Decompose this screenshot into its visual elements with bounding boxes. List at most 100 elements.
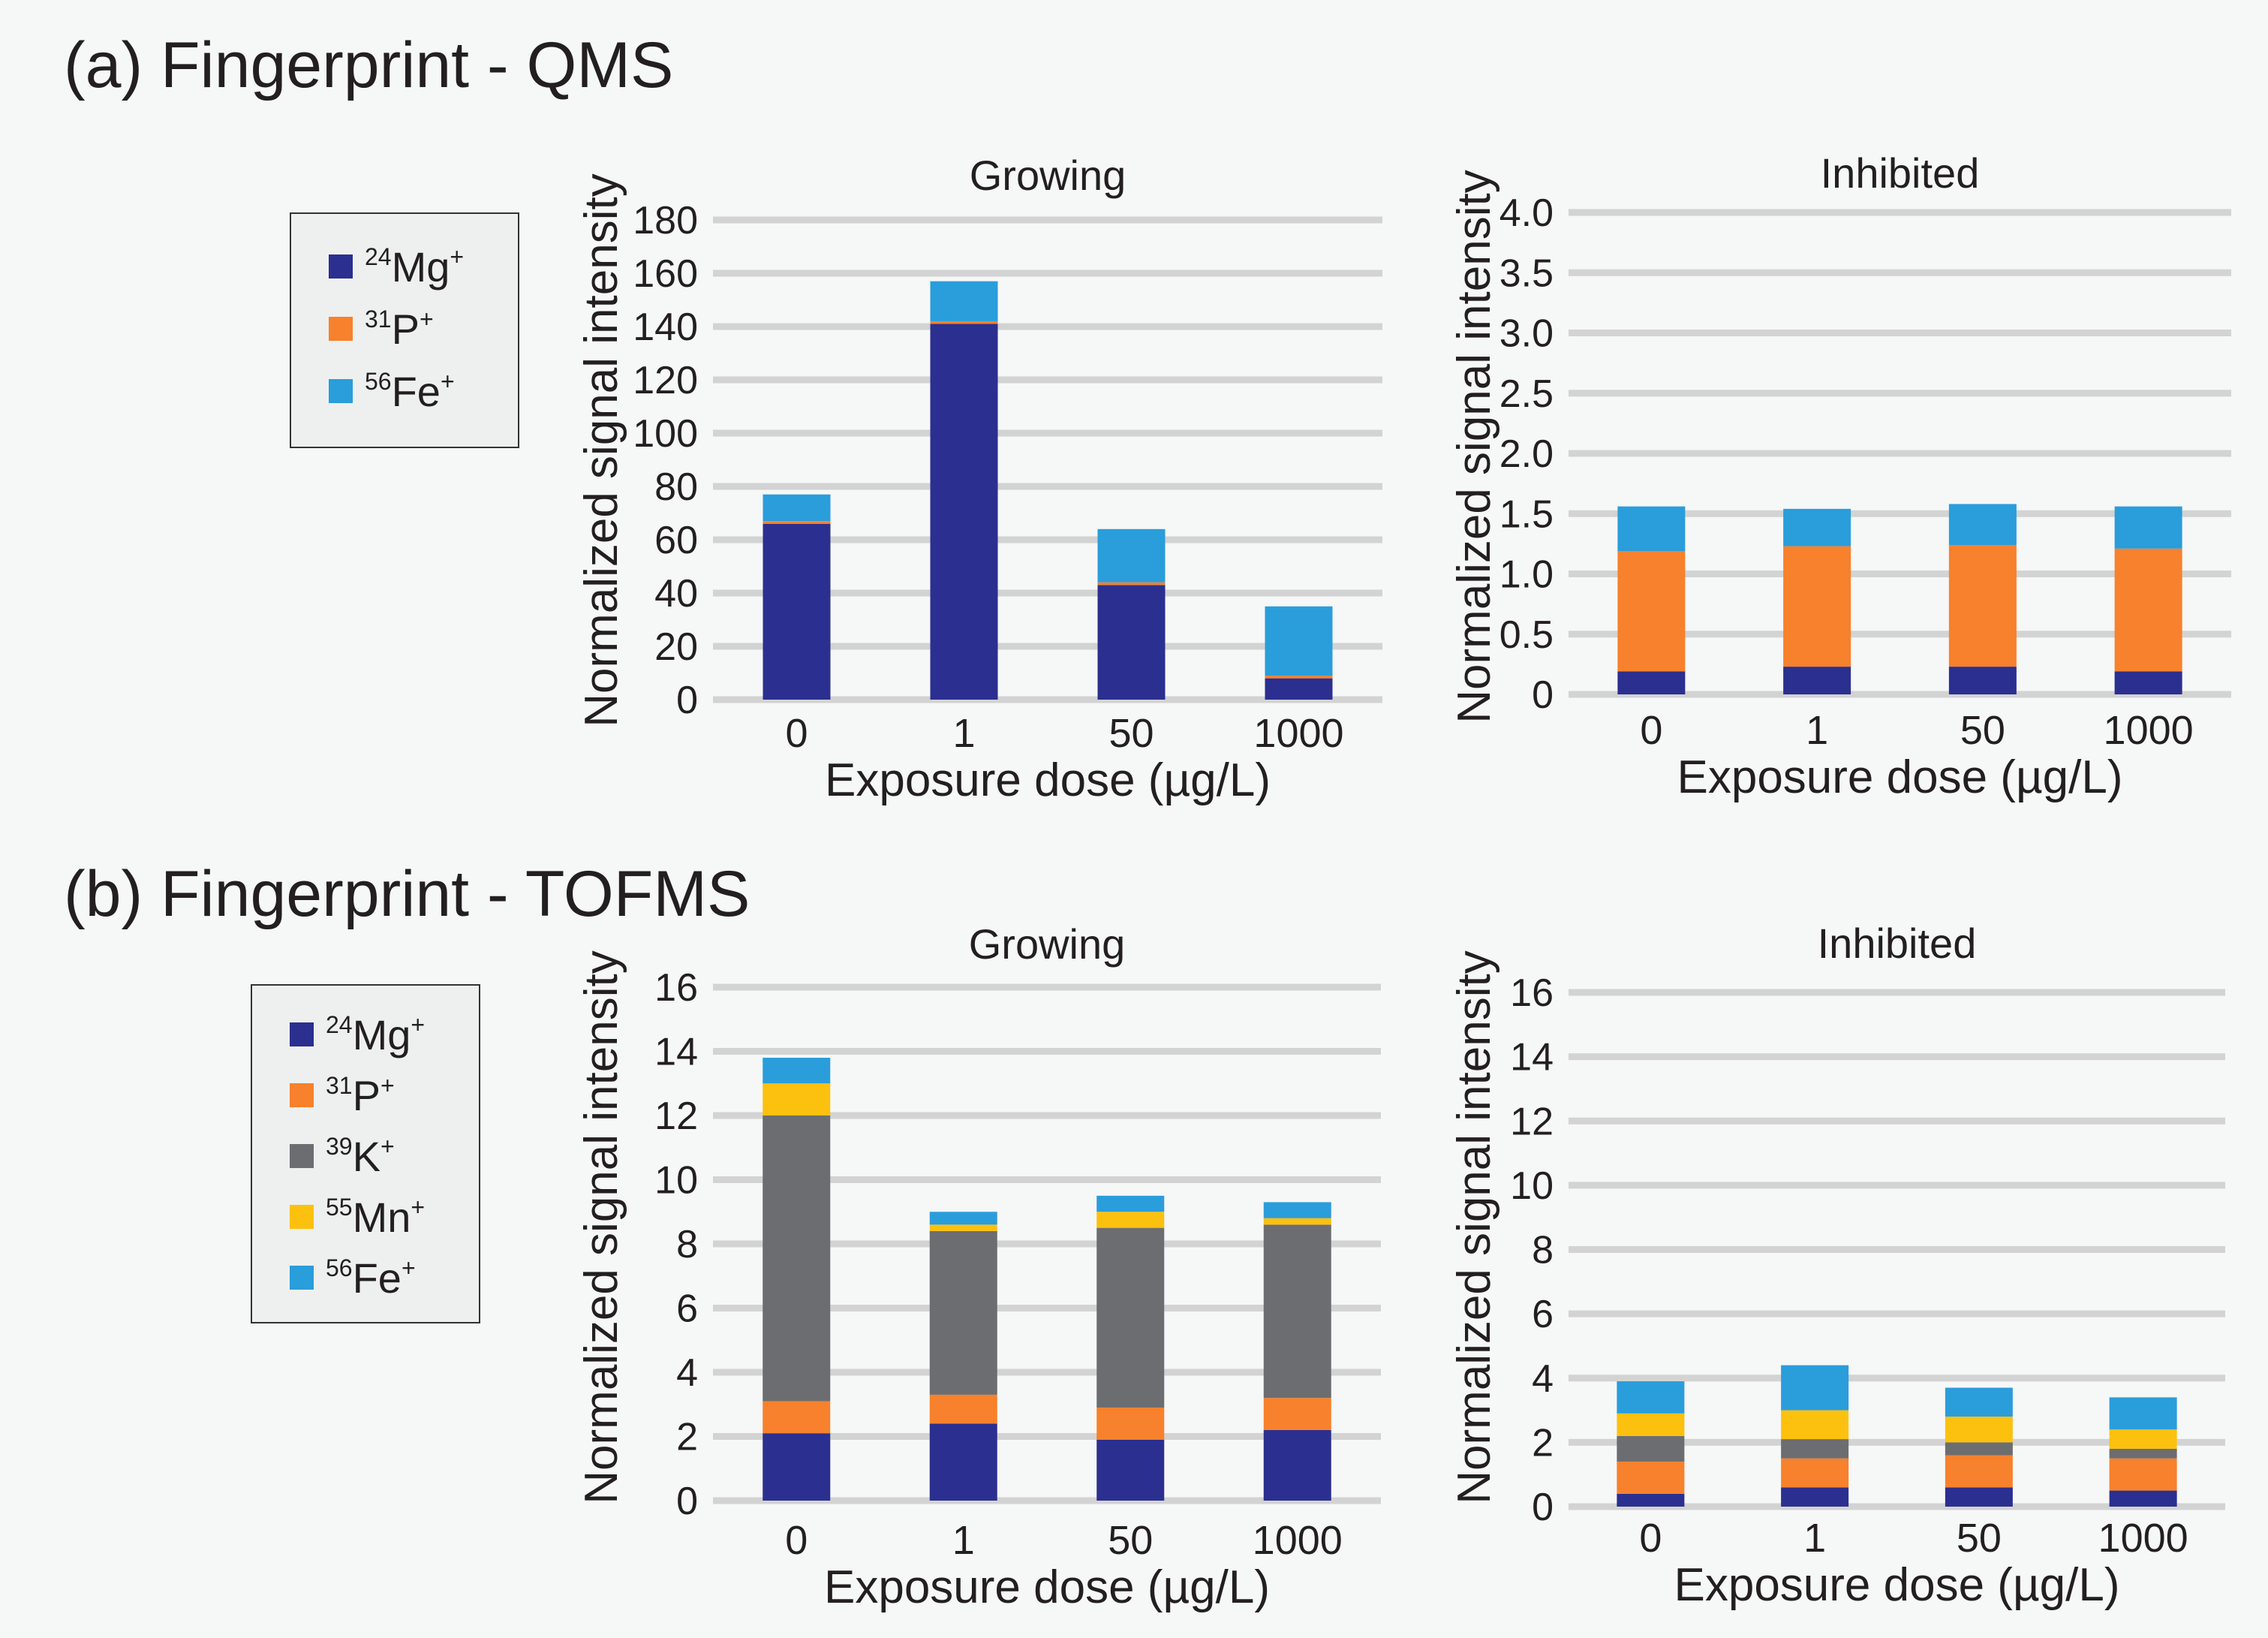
y-tick-label: 8 (1532, 1229, 1554, 1272)
y-axis-label: Normalized signal intensity (1448, 170, 1500, 723)
bar-segment-mg (1096, 1439, 1165, 1501)
bar-segment-p (763, 1401, 831, 1434)
x-tick-label: 1 (1806, 708, 1828, 753)
x-axis-label: Exposure dose (µg/L) (825, 754, 1271, 806)
y-tick-label: 160 (633, 252, 698, 296)
y-tick-label: 60 (654, 519, 698, 562)
bar-segment-fe (2109, 1397, 2177, 1430)
bar-segment-p (763, 521, 831, 524)
bar-segment-fe (929, 1212, 997, 1225)
legend-item-k: 39K+ (290, 1133, 395, 1180)
x-tick-label: 1000 (1253, 711, 1343, 756)
y-axis-label: Normalized signal intensity (576, 950, 627, 1504)
y-tick-label: 8 (676, 1223, 698, 1266)
y-tick-label: 80 (654, 465, 698, 509)
x-tick-label: 50 (1960, 708, 2005, 753)
bar-segment-mg (1617, 671, 1686, 694)
legend-label: 56Fe+ (365, 367, 455, 415)
bar-segment-mg (1097, 585, 1166, 700)
legend-swatch (290, 1083, 314, 1107)
chart-qms-growing: 0 20 40 60 80 100 120 140 160 180 0 1 50 1000 Growing E… (576, 152, 1382, 806)
bar-segment-mn (1617, 1413, 1685, 1436)
bar-segment-fe (1263, 1202, 1331, 1218)
bar-segment-k (1781, 1439, 1849, 1459)
legend-qms: 24Mg+ 31P+ 56Fe+ (290, 212, 519, 448)
bar-segment-fe (763, 1058, 831, 1084)
bar-segment-p (1265, 676, 1333, 679)
legend-tofms: 24Mg+ 31P+ 39K+ 55Mn+ 56Fe+ (251, 984, 480, 1323)
chart-tofms-inhibited: 0 2 4 6 8 10 12 14 16 0 1 50 1000 Inhibited Exposure d… (1448, 920, 2225, 1611)
bar-segment-k (929, 1230, 997, 1395)
x-tick-label: 1000 (2104, 708, 2194, 753)
bar-segment-fe (2114, 506, 2182, 549)
bar-segment-mg (1617, 1493, 1685, 1507)
legend-swatch (290, 1266, 314, 1290)
y-tick-label: 0.5 (1499, 613, 1554, 657)
bar-segment-mg (763, 523, 831, 700)
x-tick-label: 50 (1957, 1516, 2002, 1561)
legend-item-mg: 24Mg+ (329, 243, 464, 291)
x-tick-label: 1000 (2098, 1516, 2188, 1561)
section-title-tofms: (b) Fingerprint - TOFMS (64, 858, 750, 930)
y-tick-label: 120 (633, 359, 698, 402)
bar-segment-fe (1783, 508, 1851, 547)
y-tick-label: 1.5 (1499, 492, 1554, 536)
y-tick-label: 4 (1532, 1357, 1554, 1401)
x-tick-label: 50 (1108, 711, 1154, 756)
legend-swatch (290, 1022, 314, 1046)
y-tick-label: 1.0 (1499, 553, 1554, 597)
bar-segment-fe (1265, 606, 1333, 676)
bar-segment-k (1096, 1227, 1165, 1408)
bar-segment-p (2109, 1458, 2177, 1491)
bar-segment-p (2114, 548, 2182, 672)
y-tick-label: 10 (1510, 1164, 1554, 1208)
bar-segment-p (1263, 1398, 1331, 1430)
bar-segment-p (1097, 582, 1166, 586)
bar-segment-p (1945, 1455, 2013, 1488)
bar-segment-p (1096, 1408, 1165, 1440)
bar-segment-mg (1263, 1429, 1331, 1501)
bar-segment-mg (1265, 678, 1333, 700)
chart-tofms-growing: 0 2 4 6 8 10 12 14 16 0 1 50 1000 Growing Exposure dos… (576, 920, 1381, 1613)
section-title-qms: (a) Fingerprint - QMS (64, 29, 674, 101)
y-tick-label: 140 (633, 306, 698, 349)
bar-segment-mg (763, 1433, 831, 1501)
y-tick-label: 2.5 (1499, 372, 1554, 416)
bar-segment-mg (2109, 1490, 2177, 1507)
bar-segment-k (2109, 1448, 2177, 1459)
y-tick-label: 3.5 (1499, 251, 1554, 295)
bar-segment-mn (1945, 1417, 2013, 1443)
y-tick-label: 2.0 (1499, 432, 1554, 476)
y-tick-label: 16 (1510, 971, 1554, 1015)
y-tick-label: 2 (676, 1416, 698, 1459)
x-tick-label: 0 (785, 711, 808, 756)
bar-segment-k (1263, 1224, 1331, 1399)
bar-segment-fe (1617, 1381, 1685, 1414)
bar-segment-mn (763, 1083, 831, 1116)
x-tick-label: 1 (952, 711, 975, 756)
x-tick-label: 50 (1108, 1518, 1153, 1563)
y-axis-label: Normalized signal intensity (576, 173, 627, 727)
x-tick-label: 1 (1803, 1516, 1826, 1561)
chart-title: Growing (969, 920, 1126, 968)
legend-item-mg: 24Mg+ (290, 1011, 425, 1058)
bar-segment-mn (1781, 1410, 1849, 1440)
x-axis-label: Exposure dose (µg/L) (824, 1561, 1270, 1613)
bar-segment-p (1783, 546, 1851, 667)
bar-segment-p (929, 1394, 997, 1424)
legend-swatch (329, 254, 353, 279)
legend-swatch (329, 317, 353, 341)
legend-label: 56Fe+ (326, 1254, 416, 1302)
bar-segment-mn (1096, 1212, 1165, 1228)
bar-segment-mg (1948, 667, 2017, 694)
bar-segment-mn (2109, 1429, 2177, 1449)
y-tick-label: 20 (654, 625, 698, 669)
legend-label: 31P+ (326, 1071, 395, 1119)
bar-segment-mg (1781, 1487, 1849, 1507)
bar-segment-fe (763, 494, 831, 522)
bar-segment-mn (929, 1224, 997, 1231)
y-tick-label: 180 (633, 199, 698, 242)
legend-swatch (290, 1205, 314, 1229)
y-tick-label: 4 (676, 1351, 698, 1395)
legend-label: 55Mn+ (326, 1193, 426, 1241)
